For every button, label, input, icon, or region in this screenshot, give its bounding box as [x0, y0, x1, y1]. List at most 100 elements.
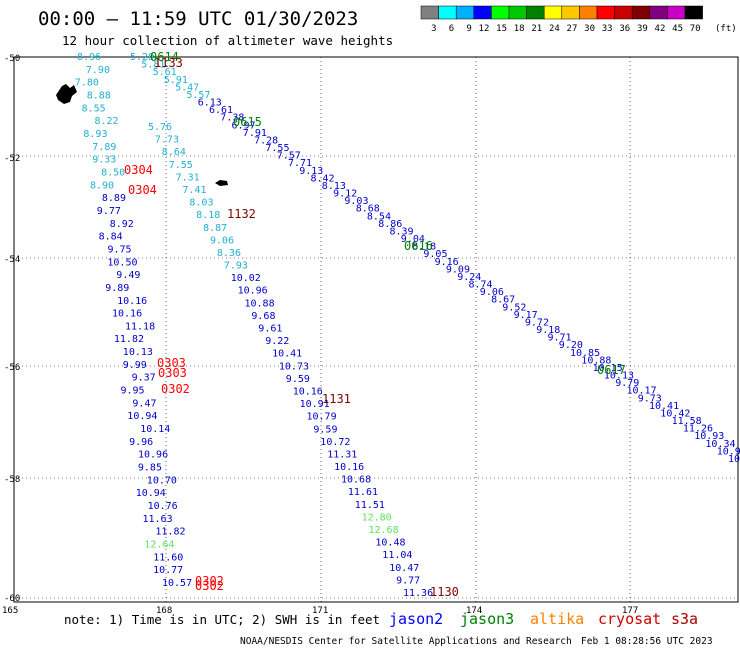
pass-time-label: 0303: [158, 366, 187, 380]
map-title: 00:00 – 11:59 UTC 01/30/2023: [38, 8, 358, 30]
wave-height-value: 9.17: [514, 310, 538, 321]
wave-height-value: 9.68: [251, 311, 275, 322]
wave-height-value: 5.91: [164, 75, 188, 86]
wave-height-value: 9.22: [265, 336, 289, 347]
legend-label: 18: [514, 24, 525, 34]
legend-label: 70: [690, 24, 701, 34]
wave-height-value: 9.72: [525, 318, 549, 329]
wave-height-value: 9.06: [480, 287, 504, 298]
legend-swatch: [596, 5, 615, 20]
satellite-jason3: jason3: [460, 610, 514, 628]
legend-label: 3: [431, 24, 436, 34]
legend-swatch: [667, 5, 686, 20]
legend-label: 9: [466, 24, 471, 34]
wave-height-value: 8.84: [99, 232, 123, 243]
wave-height-value: 8.36: [217, 248, 241, 259]
wave-height-value: 10.47: [389, 563, 419, 574]
legend-swatch: [526, 5, 545, 20]
pass-time-label: 0302: [161, 382, 190, 396]
legend-swatch: [614, 5, 633, 20]
wave-height-value: 10.16: [112, 309, 142, 320]
wave-height-value: 12.64: [144, 540, 174, 551]
wave-height-value: 8.13: [322, 181, 346, 192]
wave-height-value: 9.16: [435, 257, 459, 268]
legend-label: 12: [479, 24, 490, 34]
credit-line: NOAA/NESDIS Center for Satellite Applica…: [240, 636, 572, 647]
wave-height-value: 8.54: [367, 211, 391, 222]
wave-height-value: 10.88: [245, 298, 275, 309]
wave-height-value: 9.77: [97, 206, 121, 217]
wave-height-value: 8.42: [311, 173, 335, 184]
pass-time-label: 0303: [157, 356, 186, 370]
wave-height-value: 8.87: [203, 223, 227, 234]
pass-time-label: 0302: [195, 574, 224, 588]
wave-height-value: 10.14: [140, 424, 170, 435]
wave-height-value: 5.61: [153, 67, 177, 78]
wave-height-value: 10.16: [117, 296, 147, 307]
legend-swatch: [438, 5, 457, 20]
wave-height-value: 10.85: [570, 348, 600, 359]
satellite-s3a: s3a: [671, 610, 698, 628]
wave-height-value: 10.92: [717, 446, 740, 457]
wave-height-value: 10.76: [148, 501, 178, 512]
legend-label: 36: [619, 24, 630, 34]
wave-height-value: 7.55: [169, 160, 193, 171]
wave-height-value: 9.04: [401, 234, 425, 245]
wave-height-value: 11.82: [155, 527, 185, 538]
wave-height-value: 11.58: [672, 416, 702, 427]
legend-swatch: [455, 5, 475, 20]
legend-swatch: [561, 5, 580, 20]
lon-label: 171: [312, 606, 328, 616]
wave-height-value: 9.33: [92, 155, 116, 166]
legend-label: 33: [602, 24, 613, 34]
wave-height-value: 10.96: [138, 450, 168, 461]
wave-height-value: 11.04: [382, 550, 412, 561]
wave-height-value: 10.77: [153, 565, 183, 576]
lat-label: -54: [4, 255, 20, 265]
wave-height-value: 10.8: [728, 454, 740, 465]
wave-height-value: 9.47: [132, 398, 156, 409]
lat-label: -56: [4, 363, 20, 373]
wave-height-value: 10.42: [660, 409, 690, 420]
wave-height-value: 10.57: [162, 578, 192, 589]
wave-height-value: 8.90: [90, 180, 114, 191]
wave-height-value: 5.47: [175, 82, 199, 93]
legend-label: 24: [549, 24, 560, 34]
auckland-islands: [56, 84, 77, 104]
wave-height-value: 7.57: [277, 151, 301, 162]
wave-height-value: 7.71: [288, 158, 312, 169]
lon-label: 168: [156, 606, 172, 616]
wave-height-value: 11.60: [153, 552, 183, 563]
wave-height-value: 11.63: [143, 514, 173, 525]
wave-height-value: 8.86: [378, 219, 402, 230]
wave-height-value: 11.26: [683, 424, 713, 435]
wave-height-value: 7.93: [224, 261, 248, 272]
altimeter-tracks: 5.285.815.615.915.475.576.136.617.386.97…: [75, 52, 740, 599]
wave-height-value: 8.88: [87, 91, 111, 102]
wave-height-value: 8.89: [102, 193, 126, 204]
wave-height-value: 10.72: [320, 437, 350, 448]
wave-height-value: 10.88: [581, 355, 611, 366]
wave-height-value: 7.55: [265, 143, 289, 154]
legend-swatch: [649, 5, 668, 20]
pass-time-label: 0614: [150, 50, 179, 64]
wave-height-value: 10.17: [627, 386, 657, 397]
wave-height-value: 7.90: [86, 65, 110, 76]
pass-time-label: 1130: [430, 585, 459, 599]
pass-time-label: 0304: [124, 163, 153, 177]
wave-height-value: 10.13: [123, 347, 153, 358]
legend-label: 45: [672, 24, 683, 34]
generated-timestamp: Feb 1 08:28:56 UTC 2023: [581, 636, 713, 647]
wave-height-value: 10.91: [300, 399, 330, 410]
legend-swatch: [543, 5, 563, 20]
wave-height-value: 10.13: [604, 371, 634, 382]
wave-height-value: 9.79: [615, 378, 639, 389]
wave-height-value: 10.68: [341, 475, 371, 486]
legend-label: 6: [449, 24, 454, 34]
pass-time-label: 0617: [597, 363, 626, 377]
legend-swatch: [631, 5, 651, 20]
pass-time-label: 0302: [195, 579, 224, 593]
wave-height-value: 10.41: [272, 349, 302, 360]
